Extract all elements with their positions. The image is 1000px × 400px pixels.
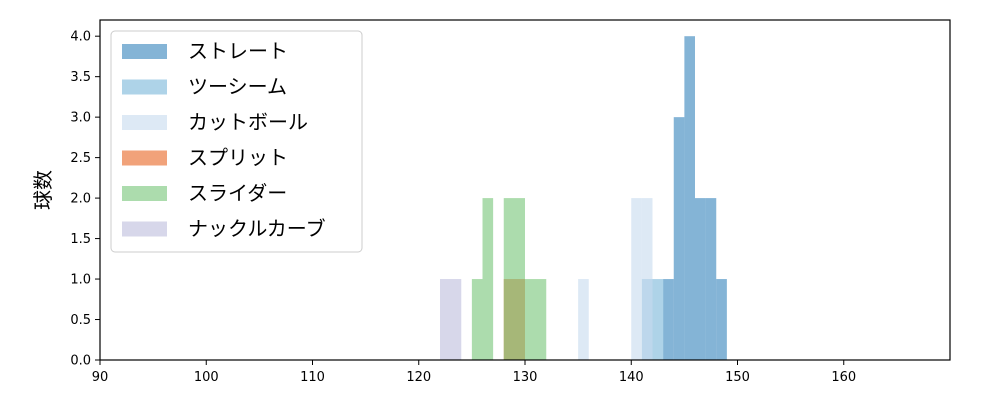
y-tick-label: 3.5 (70, 70, 91, 85)
bar-series-0-bin-5 (716, 279, 727, 360)
bar-series-2-bin-1 (631, 198, 642, 360)
y-axis-ticks: 0.0 0.5 1.0 1.5 2.0 2.5 3.0 3.5 4.0 (70, 30, 100, 369)
bar-series-0-bin-2 (684, 36, 695, 360)
x-tick-label: 110 (300, 370, 325, 385)
x-tick-label: 140 (619, 370, 644, 385)
plot-frame (99, 19, 951, 361)
y-tick-label: 0.5 (70, 313, 91, 328)
x-tick-label: 100 (194, 370, 219, 385)
x-tick-label: 150 (725, 370, 750, 385)
legend-swatch (122, 221, 167, 237)
legend-swatch (122, 186, 167, 201)
bar-series-4-bin-1 (482, 198, 494, 360)
legend-swatch (122, 79, 167, 95)
bar-series-2-bin-0 (578, 279, 589, 360)
y-tick-label: 3.0 (70, 111, 91, 126)
bar-series-5-bin-0 (440, 279, 462, 360)
bar-series-0-bin-0 (663, 279, 674, 360)
legend-label: ストレート (188, 39, 288, 63)
legend-swatch (122, 115, 167, 130)
y-tick-label: 1.0 (70, 273, 91, 288)
legend-label: ナックルカーブ (188, 217, 326, 241)
x-tick-label: 130 (513, 370, 538, 385)
y-tick-label: 1.5 (70, 232, 91, 247)
histogram-bars (440, 36, 727, 361)
bar-series-2-bin-2 (641, 198, 653, 360)
bar-series-0-bin-3 (695, 198, 706, 360)
legend-swatch (122, 44, 167, 59)
bar-series-0-bin-4 (705, 198, 717, 360)
x-tick-label: 160 (831, 370, 856, 385)
y-tick-label: 4.0 (70, 30, 91, 45)
y-tick-label: 2.0 (70, 192, 91, 207)
bar-series-1-bin-1 (652, 279, 664, 360)
y-tick-label: 0.0 (70, 354, 91, 369)
y-tick-label: 2.5 (70, 151, 91, 166)
legend-swatch (122, 150, 167, 166)
x-axis-ticks: 90 100 110 120 130 140 150 160 (92, 360, 856, 385)
legend-label: ツーシーム (188, 75, 287, 99)
legend-label: カットボール (188, 110, 308, 134)
bar-series-4-bin-3 (525, 279, 547, 360)
legend-box (110, 30, 363, 253)
bar-series-4-bin-2 (503, 198, 525, 360)
y-axis-label: 球数 (31, 170, 55, 210)
bar-series-0-bin-1 (673, 117, 685, 361)
x-tick-label: 120 (406, 370, 431, 385)
x-tick-label: 90 (92, 370, 109, 385)
legend-label: スプリット (188, 146, 288, 170)
legend-label: スライダー (188, 181, 287, 205)
bar-series-4-bin-0 (471, 279, 483, 360)
